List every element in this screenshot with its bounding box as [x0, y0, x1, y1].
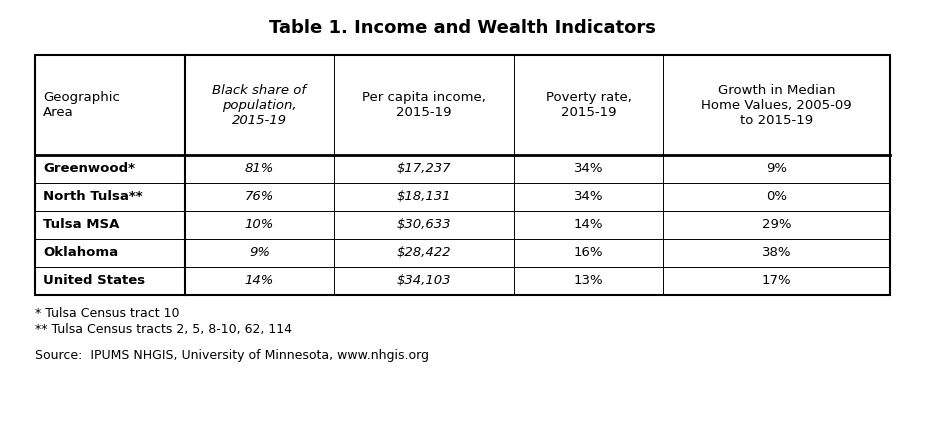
- Text: Per capita income,
2015-19: Per capita income, 2015-19: [362, 91, 486, 119]
- Text: 34%: 34%: [574, 190, 603, 203]
- Bar: [35, 55, 890, 295]
- Text: United States: United States: [43, 275, 145, 288]
- Text: 17%: 17%: [762, 275, 792, 288]
- Text: 16%: 16%: [574, 247, 603, 259]
- Text: Black share of
population,
2015-19: Black share of population, 2015-19: [213, 83, 306, 126]
- Text: Poverty rate,
2015-19: Poverty rate, 2015-19: [546, 91, 632, 119]
- Text: 9%: 9%: [249, 247, 270, 259]
- Text: North Tulsa**: North Tulsa**: [43, 190, 142, 203]
- Text: 13%: 13%: [574, 275, 603, 288]
- Text: 34%: 34%: [574, 162, 603, 176]
- Text: $17,237: $17,237: [397, 162, 451, 176]
- Text: 10%: 10%: [245, 219, 274, 231]
- Text: 14%: 14%: [245, 275, 274, 288]
- Text: Table 1. Income and Wealth Indicators: Table 1. Income and Wealth Indicators: [269, 19, 656, 37]
- Text: $18,131: $18,131: [397, 190, 451, 203]
- Text: ** Tulsa Census tracts 2, 5, 8-10, 62, 114: ** Tulsa Census tracts 2, 5, 8-10, 62, 1…: [35, 323, 292, 336]
- Text: 81%: 81%: [245, 162, 274, 176]
- Text: $34,103: $34,103: [397, 275, 451, 288]
- Text: 29%: 29%: [762, 219, 792, 231]
- Text: * Tulsa Census tract 10: * Tulsa Census tract 10: [35, 307, 179, 320]
- Text: Source:  IPUMS NHGIS, University of Minnesota, www.nhgis.org: Source: IPUMS NHGIS, University of Minne…: [35, 349, 429, 362]
- Text: 76%: 76%: [245, 190, 274, 203]
- Text: Geographic
Area: Geographic Area: [43, 91, 120, 119]
- Text: $28,422: $28,422: [397, 247, 451, 259]
- Text: Growth in Median
Home Values, 2005-09
to 2015-19: Growth in Median Home Values, 2005-09 to…: [701, 83, 852, 126]
- Text: 9%: 9%: [766, 162, 787, 176]
- Text: Oklahoma: Oklahoma: [43, 247, 118, 259]
- Text: $30,633: $30,633: [397, 219, 451, 231]
- Text: 38%: 38%: [762, 247, 792, 259]
- Text: Tulsa MSA: Tulsa MSA: [43, 219, 119, 231]
- Text: 0%: 0%: [766, 190, 787, 203]
- Text: 14%: 14%: [574, 219, 603, 231]
- Text: Greenwood*: Greenwood*: [43, 162, 135, 176]
